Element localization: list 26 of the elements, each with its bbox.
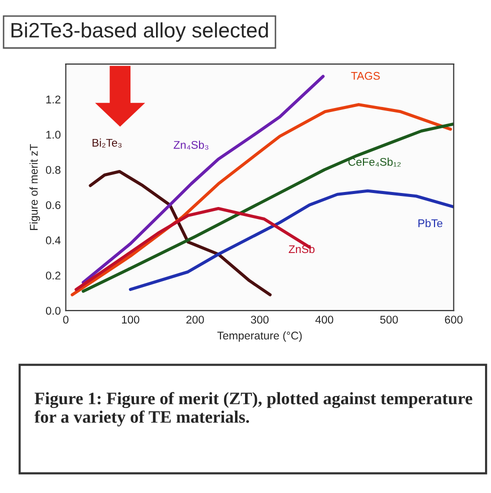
x-tick-label: 200 (186, 316, 204, 324)
y-tick-label: 0.6 (46, 201, 60, 210)
y-tick-label: 0.8 (46, 166, 60, 174)
line-series (82, 74, 325, 284)
x-tick-label: 300 (250, 316, 269, 324)
series-label: CeFe₄Sb₁₂ (348, 158, 401, 167)
y-tick-label: 0.4 (46, 236, 61, 244)
x-axis-title: Temperature (°C) (217, 331, 302, 342)
text: Bi₂Te₃ (92, 138, 122, 148)
y-tick-label: 0.2 (46, 272, 60, 280)
x-tick-label: 400 (315, 316, 334, 324)
y-tick-label: 0.0 (46, 306, 60, 315)
x-tick-label: 100 (122, 316, 140, 324)
text: TAGS (351, 72, 380, 80)
x-tick-label: 500 (380, 316, 398, 324)
y-axis-title: Figure of merit zT (30, 144, 40, 230)
series-label: PbTe (418, 219, 442, 228)
y-tick-label: 1.0 (46, 130, 60, 139)
chart-title: Bi2Te3-based alloy selected (12, 22, 268, 42)
x-tick-label: 600 (444, 316, 463, 324)
line-series (128, 189, 454, 291)
line-series (88, 170, 272, 296)
series-label: Zn₄Sb₃ (174, 140, 208, 150)
y-tick-label: 1.2 (46, 96, 60, 104)
x-tick-label: 0 (63, 316, 68, 324)
caption: Figure 1: Figure of merit (ZT), plotted against temperature for a variety of TE materials. (34, 392, 472, 426)
